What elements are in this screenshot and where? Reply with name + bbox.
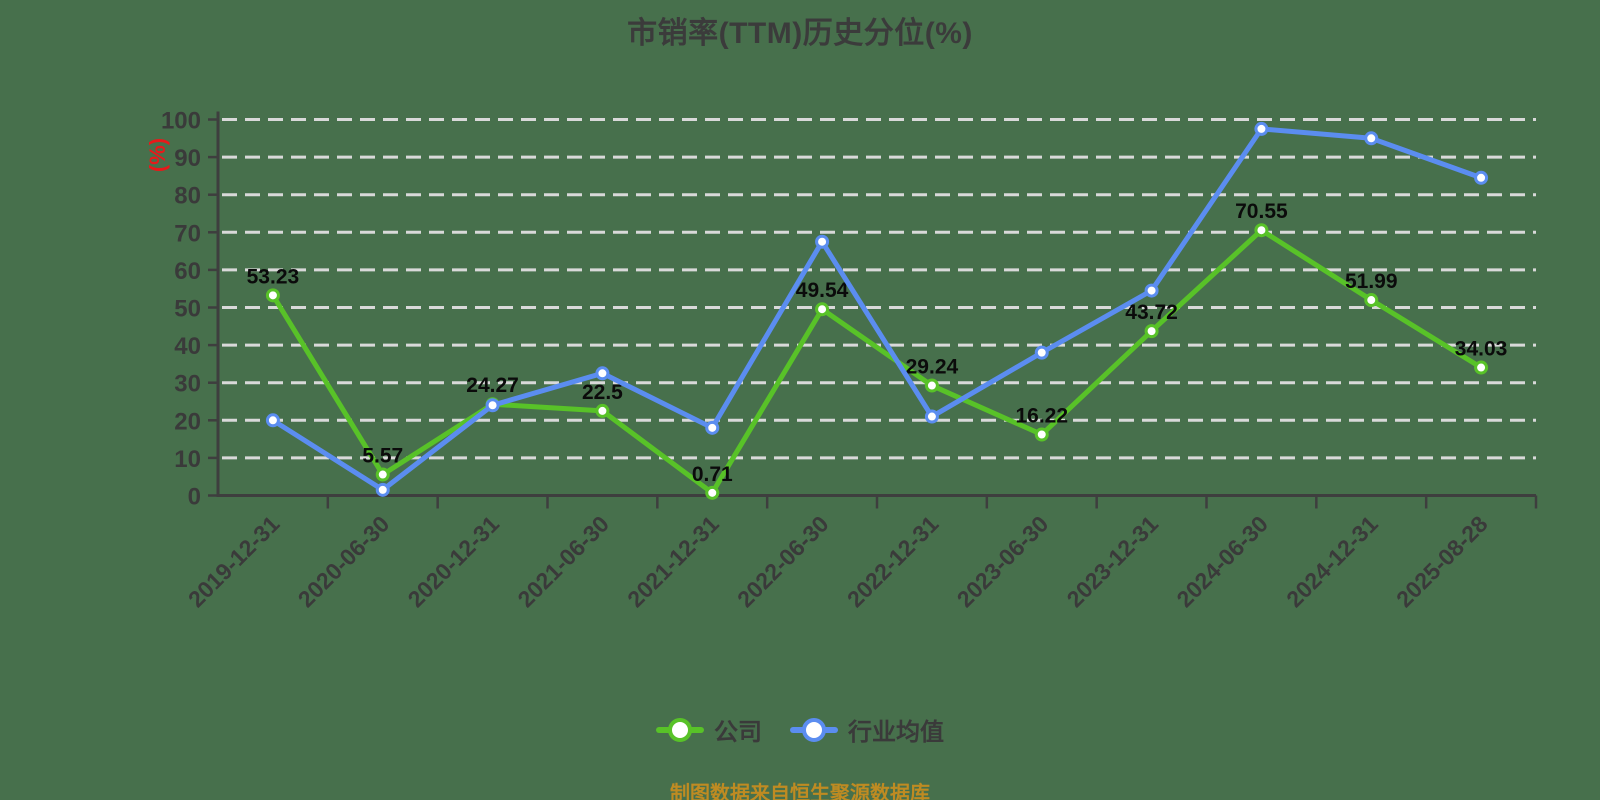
data-label: 70.55 — [1235, 200, 1288, 223]
x-axis-label: 2022-12-31 — [842, 511, 944, 613]
y-axis-tick-label: 80 — [174, 183, 201, 210]
y-axis-tick-label: 90 — [174, 145, 201, 172]
data-point-行业均值-2022-12-31[interactable] — [924, 409, 939, 424]
series-line-公司 — [270, 227, 1484, 496]
data-point-公司-2025-08-28[interactable] — [1474, 360, 1489, 375]
data-label: 34.03 — [1455, 338, 1508, 361]
data-point-行业均值-2022-06-30[interactable] — [815, 234, 830, 249]
x-axis-label: 2021-12-31 — [622, 511, 724, 613]
legend-label-industry-average: 行业均值 — [848, 719, 944, 746]
data-point-行业均值-2020-06-30[interactable] — [375, 482, 390, 497]
data-label: 53.23 — [247, 265, 300, 288]
legend: 公司 行业均值 — [0, 712, 1600, 747]
data-point-公司-2023-12-31[interactable] — [1144, 324, 1159, 339]
data-label: 16.22 — [1015, 405, 1068, 428]
data-point-公司-2021-06-30[interactable] — [595, 403, 610, 418]
legend-item-company[interactable]: 公司 — [656, 712, 762, 747]
data-point-公司-2022-06-30[interactable] — [815, 302, 830, 317]
data-label: 22.5 — [582, 381, 623, 404]
data-label: 49.54 — [796, 279, 849, 302]
data-point-行业均值-2023-12-31[interactable] — [1144, 283, 1159, 298]
x-axis-label: 2024-12-31 — [1281, 511, 1383, 613]
data-point-行业均值-2025-08-28[interactable] — [1474, 170, 1489, 185]
company-series-marker-icon — [656, 717, 704, 742]
y-axis-tick-label: 10 — [174, 446, 201, 473]
data-point-行业均值-2019-12-31[interactable] — [265, 413, 280, 428]
data-point-公司-2020-06-30[interactable] — [375, 467, 390, 482]
data-point-行业均值-2023-06-30[interactable] — [1034, 345, 1049, 360]
y-axis-tick-label: 0 — [188, 484, 201, 511]
data-point-行业均值-2024-06-30[interactable] — [1254, 121, 1269, 136]
data-label: 0.71 — [692, 463, 733, 486]
x-axis-label: 2023-12-31 — [1062, 511, 1164, 613]
data-label: 5.57 — [362, 445, 403, 468]
data-point-公司-2022-12-31[interactable] — [924, 378, 939, 393]
x-axis-label: 2020-12-31 — [403, 511, 505, 613]
legend-label-company: 公司 — [714, 719, 762, 746]
data-point-公司-2024-06-30[interactable] — [1254, 223, 1269, 238]
y-axis-tick-label: 60 — [174, 258, 201, 285]
x-axis-label: 2023-06-30 — [952, 511, 1054, 613]
series-line-行业均值 — [270, 126, 1484, 493]
y-axis-tick-label: 50 — [174, 296, 201, 323]
data-label: 43.72 — [1125, 301, 1178, 324]
y-axis-tick-label: 70 — [174, 220, 201, 247]
data-point-公司-2019-12-31[interactable] — [265, 288, 280, 303]
data-point-行业均值-2021-06-30[interactable] — [595, 366, 610, 381]
data-label: 51.99 — [1345, 270, 1398, 293]
y-axis-tick-label: 30 — [174, 371, 201, 398]
data-point-行业均值-2024-12-31[interactable] — [1364, 131, 1379, 146]
legend-item-industry-average[interactable]: 行业均值 — [790, 712, 944, 747]
y-axis-tick-label: 100 — [161, 108, 201, 135]
x-axis-label: 2019-12-31 — [183, 511, 285, 613]
data-point-行业均值-2021-12-31[interactable] — [705, 420, 720, 435]
chart-title: 市销率(TTM)历史分位(%) — [627, 17, 973, 50]
y-axis-tick-label: 20 — [174, 408, 201, 435]
x-axis-label: 2024-06-30 — [1171, 511, 1273, 613]
data-source-note: 制图数据来自恒生聚源数据库 — [670, 783, 930, 800]
data-point-公司-2023-06-30[interactable] — [1034, 427, 1049, 442]
data-point-行业均值-2020-12-31[interactable] — [485, 398, 500, 413]
data-point-公司-2024-12-31[interactable] — [1364, 293, 1379, 308]
x-axis-label: 2020-06-30 — [293, 511, 395, 613]
x-axis-label: 2021-06-30 — [512, 511, 614, 613]
data-label: 24.27 — [466, 374, 519, 397]
x-axis-label: 2022-06-30 — [732, 511, 834, 613]
x-axis-label: 2025-08-28 — [1391, 511, 1493, 613]
data-point-公司-2021-12-31[interactable] — [705, 485, 720, 500]
y-axis-tick-label: 40 — [174, 333, 201, 360]
data-label: 29.24 — [906, 356, 959, 379]
industry-series-marker-icon — [790, 717, 838, 742]
